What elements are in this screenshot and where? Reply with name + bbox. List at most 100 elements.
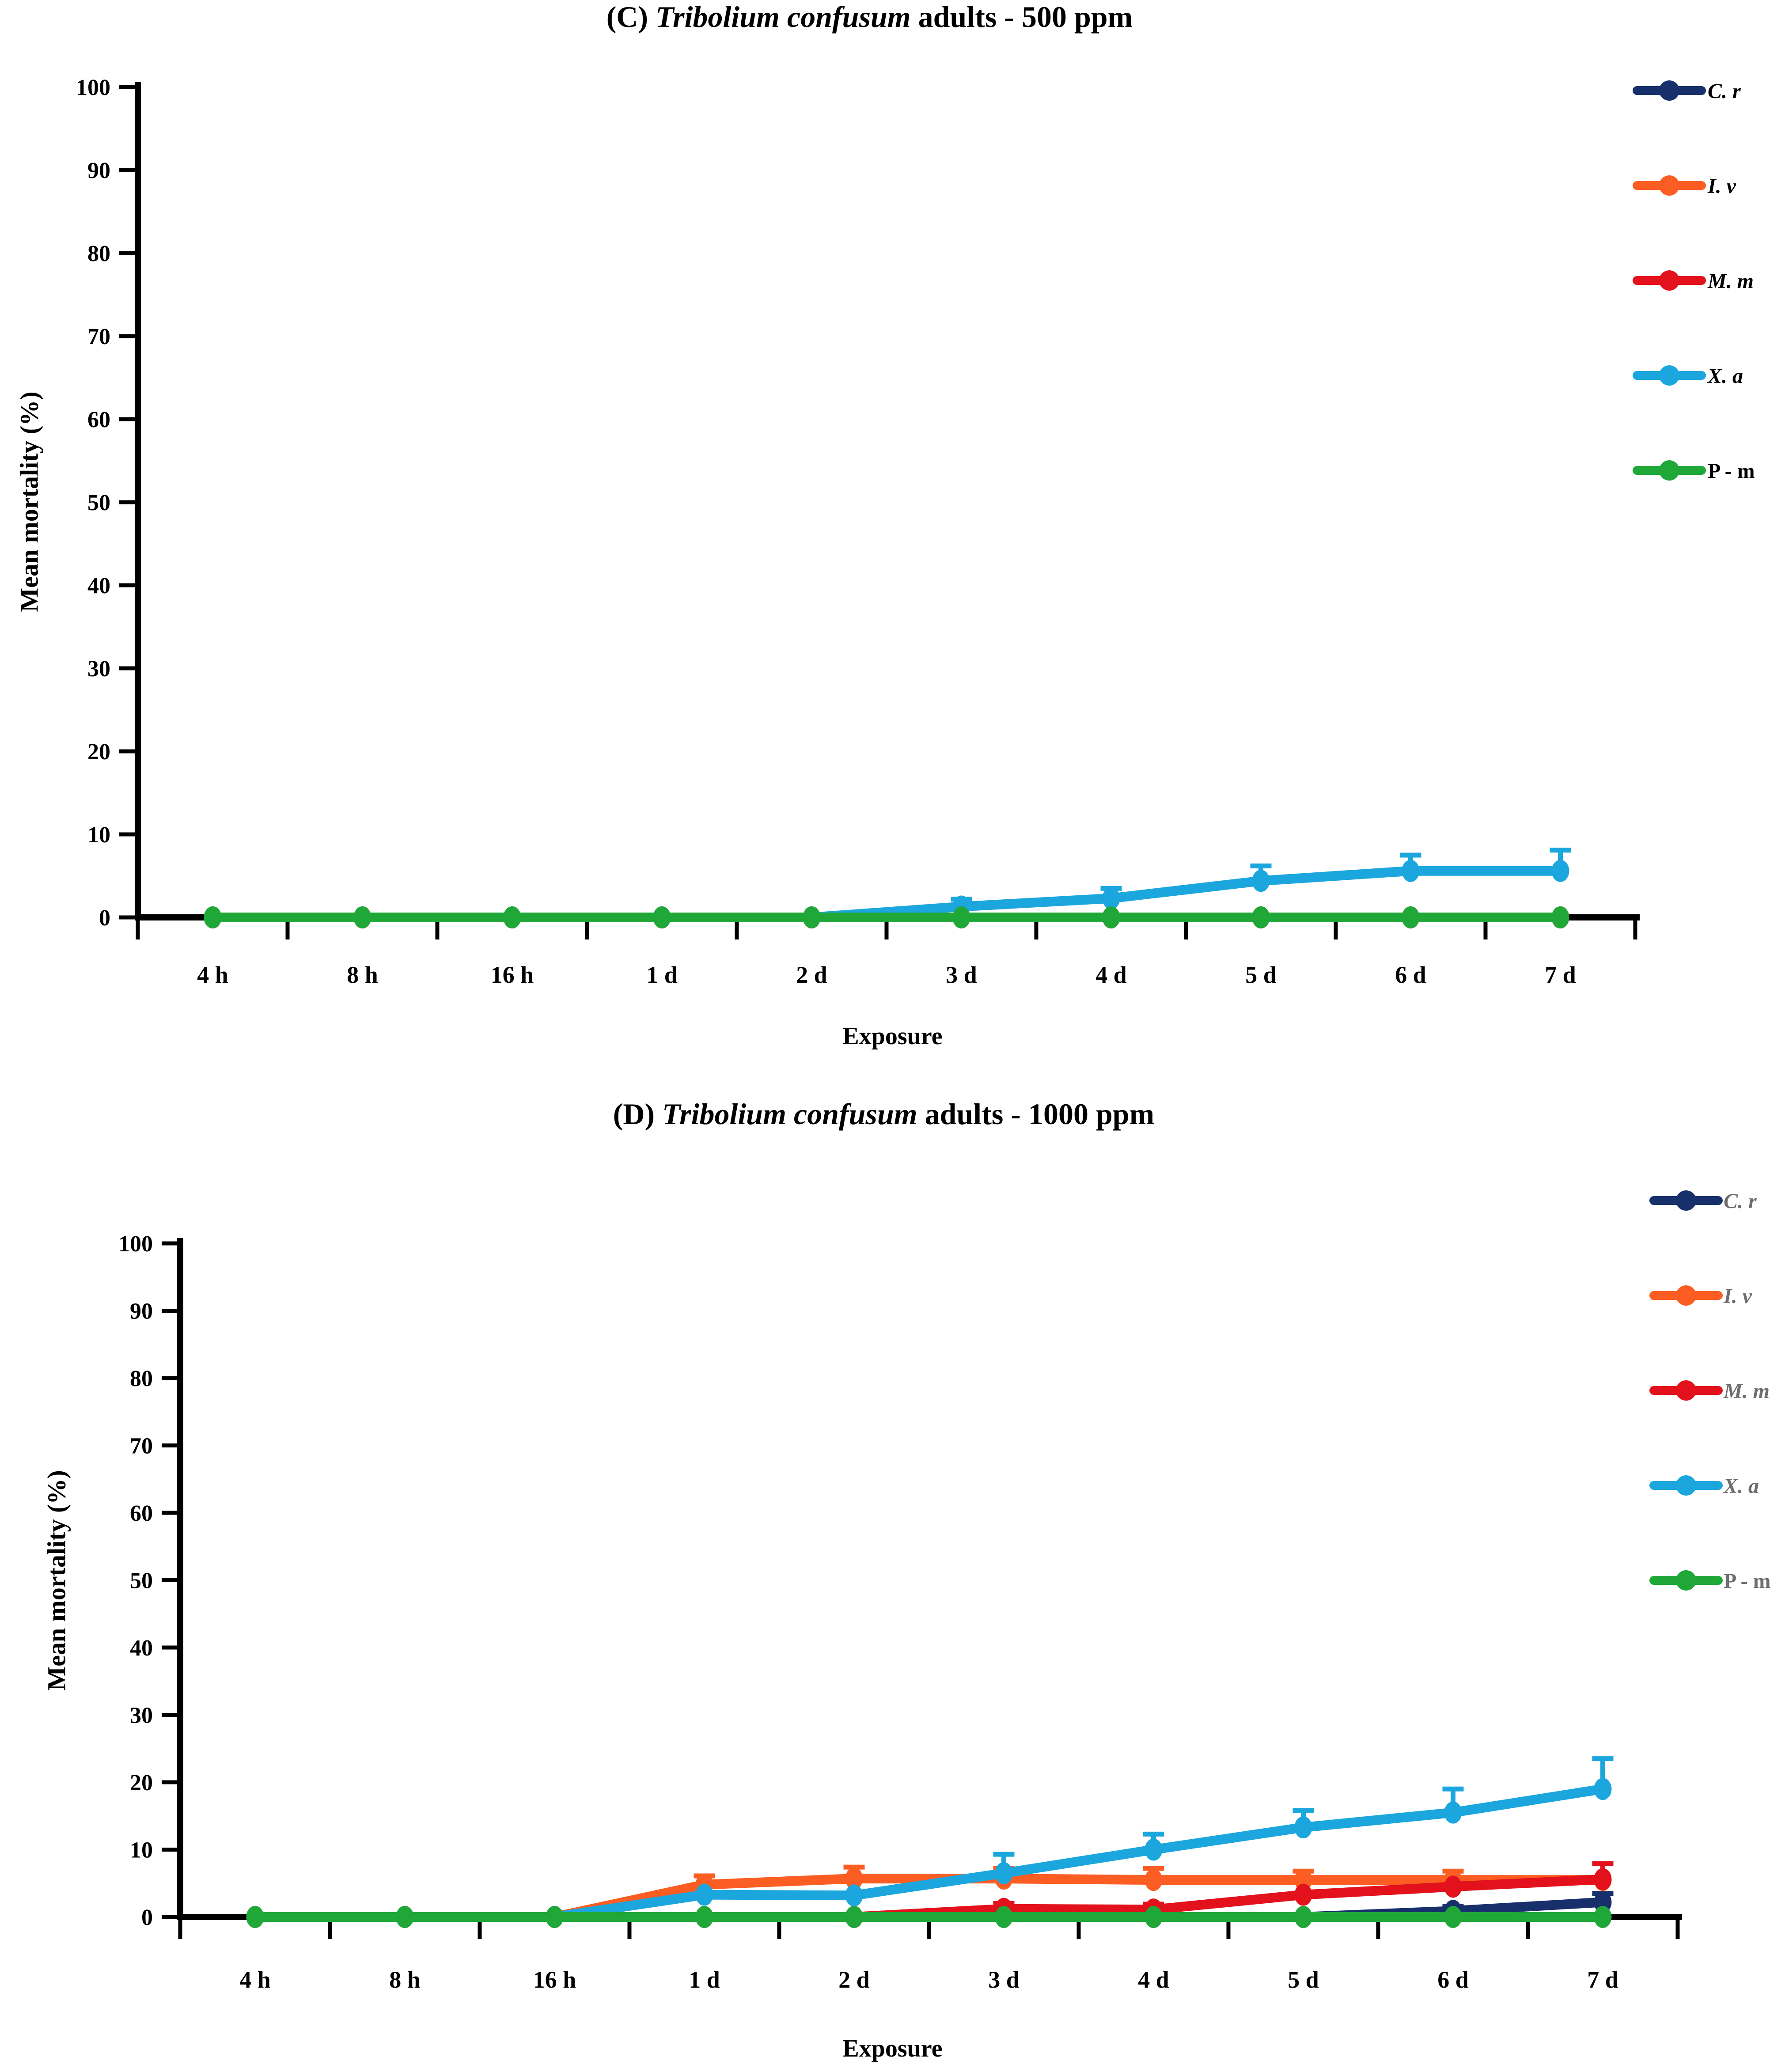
data-point-pm	[1102, 906, 1120, 928]
x-tick-label: 6 d	[1395, 962, 1426, 988]
panel-d-title-species: Tribolium confusum	[662, 1097, 917, 1131]
x-tick-label: 7 d	[1545, 962, 1576, 988]
y-tick-label: 50	[87, 490, 110, 515]
data-point-pm	[1145, 1906, 1163, 1928]
data-point-pm	[396, 1906, 414, 1928]
y-tick-label: 30	[87, 656, 110, 682]
y-tick-label: 40	[130, 1636, 153, 1661]
x-tick-label: 1 d	[689, 1966, 720, 1993]
data-point-pm	[353, 906, 371, 928]
panel-d-title-prefix: (D)	[613, 1097, 663, 1131]
legend-item-cr: C. r	[1649, 1189, 1757, 1213]
legend-label: I. v	[1707, 174, 1736, 198]
legend-swatch-marker	[1676, 1380, 1696, 1401]
panel-d-x-axis-label: Exposure	[842, 2035, 943, 2062]
series-line-xa	[208, 866, 1565, 922]
y-tick-label: 90	[130, 1299, 153, 1324]
panel-c-title-species: Tribolium confusum	[656, 0, 911, 34]
data-point-iv	[1145, 1869, 1163, 1891]
series-pm	[204, 906, 1569, 928]
data-point-xa	[695, 1883, 713, 1906]
x-tick-label: 16 h	[533, 1966, 576, 1993]
legend-swatch-marker	[1676, 1475, 1696, 1496]
y-tick-label: 30	[130, 1703, 153, 1728]
data-point-pm	[952, 906, 970, 928]
legend-swatch-marker	[1659, 270, 1679, 291]
panel-d: (D) Tribolium confusum adults - 1000 ppm…	[0, 1060, 1785, 2072]
y-tick-label: 40	[87, 573, 110, 598]
x-tick-label: 5 d	[1245, 962, 1277, 988]
y-tick-label: 10	[87, 822, 110, 848]
data-point-xa	[995, 1862, 1013, 1884]
legend-label: M. m	[1707, 269, 1754, 293]
legend-label: I. v	[1723, 1284, 1752, 1308]
data-point-pm	[695, 1906, 713, 1928]
series-pm	[246, 1906, 1612, 1928]
panel-c-title-prefix: (C)	[606, 0, 656, 34]
panel-d-chart: 0 10 20 30 40 50 60 70 80 90 100 4 h 8 h 16 h 1 d 2 d 3 …	[118, 1189, 1771, 1993]
panel-c-title-suffix: adults - 500 ppm	[910, 0, 1133, 34]
legend-swatch-marker	[1676, 1190, 1696, 1211]
x-tick-label: 4 d	[1138, 1966, 1169, 1993]
data-point-pm	[1444, 1906, 1462, 1928]
data-point-xa	[1444, 1801, 1462, 1824]
data-point-xa	[1145, 1838, 1163, 1861]
x-tick-label: 2 d	[838, 1966, 870, 1993]
y-tick-label: 60	[130, 1501, 153, 1526]
data-point-pm	[1551, 906, 1569, 928]
y-tick-label: 0	[99, 905, 110, 931]
legend-label: C. r	[1724, 1189, 1757, 1213]
y-tick-label: 80	[87, 241, 110, 266]
y-tick-label: 60	[87, 407, 110, 432]
x-tick-label: 8 h	[389, 1966, 421, 1993]
x-tick-label: 3 d	[946, 962, 977, 988]
legend-label: C. r	[1708, 80, 1741, 103]
legend-label: X. a	[1723, 1474, 1759, 1498]
series-xa	[246, 1756, 1614, 1928]
x-tick-label: 4 h	[239, 1966, 271, 1993]
legend-item-pm: P - m	[1649, 1569, 1771, 1593]
data-point-pm	[995, 1906, 1013, 1928]
data-point-iv	[845, 1867, 863, 1890]
legend-swatch-marker	[1659, 80, 1679, 101]
y-tick-label: 80	[130, 1366, 153, 1391]
legend-swatch-marker	[1659, 365, 1679, 386]
panel-d-title: (D) Tribolium confusum adults - 1000 ppm	[0, 1099, 1776, 1129]
x-tick-label: 16 h	[491, 962, 534, 988]
data-point-mm	[1294, 1883, 1312, 1906]
x-tick-label: 4 d	[1095, 962, 1127, 988]
x-tick-label: 1 d	[646, 962, 678, 988]
panel-c: (C) Tribolium confusum adults - 500 ppm …	[15, 0, 1755, 1049]
y-tick-label: 70	[87, 324, 110, 349]
legend-label: X. a	[1707, 364, 1743, 388]
panel-d-title-suffix: adults - 1000 ppm	[917, 1097, 1155, 1131]
legend-item-iv: I. v	[1633, 174, 1736, 198]
x-tick-label: 5 d	[1288, 1966, 1319, 1993]
data-point-xa	[1594, 1778, 1612, 1800]
x-tick-label: 3 d	[988, 1966, 1019, 1993]
data-point-pm	[803, 906, 821, 928]
y-tick-label: 90	[87, 158, 110, 183]
legend-item-iv: I. v	[1649, 1284, 1752, 1308]
legend-item-xa: X. a	[1633, 364, 1743, 388]
data-point-xa	[1551, 860, 1569, 882]
data-point-pm	[246, 1906, 264, 1928]
legend-swatch-marker	[1676, 1570, 1696, 1591]
data-point-mm	[1444, 1875, 1462, 1898]
y-tick-label: 70	[130, 1434, 153, 1459]
legend-item-cr: C. r	[1633, 80, 1741, 103]
data-point-pm	[1294, 1906, 1312, 1928]
y-tick-label: 20	[130, 1770, 153, 1795]
legend-item-mm: M. m	[1649, 1379, 1770, 1403]
legend-swatch-marker	[1659, 460, 1679, 481]
x-tick-label: 2 d	[796, 962, 827, 988]
x-tick-label: 7 d	[1587, 1966, 1618, 1993]
legend-swatch-marker	[1659, 175, 1679, 196]
x-tick-label: 4 h	[197, 962, 228, 988]
legend-label: M. m	[1723, 1379, 1770, 1403]
data-point-pm	[1402, 906, 1420, 928]
data-point-xa	[1294, 1816, 1312, 1839]
data-point-pm	[653, 906, 671, 928]
legend-item-pm: P - m	[1633, 459, 1755, 483]
